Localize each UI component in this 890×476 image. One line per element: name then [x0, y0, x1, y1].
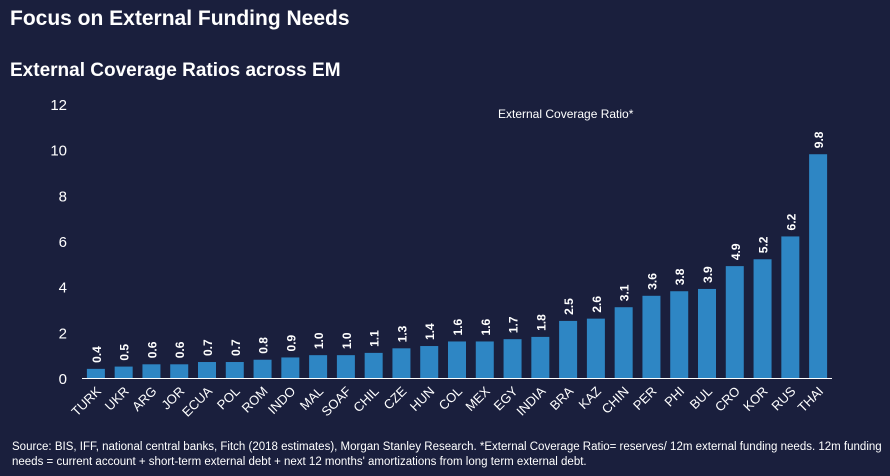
- page-title: Focus on External Funding Needs: [10, 7, 350, 30]
- x-axis-labels: TURKUKRARGJORECUAPOLROMINDOMALSOAFCHILCZ…: [68, 383, 826, 419]
- value-label: 1.3: [395, 325, 409, 342]
- bars: [86, 154, 828, 378]
- bar-thai: [809, 154, 828, 378]
- x-tick-label: CRO: [712, 384, 743, 415]
- bar-bra: [559, 320, 578, 378]
- bar-jor: [170, 364, 189, 378]
- legend-label: External Coverage Ratio*: [498, 107, 634, 121]
- x-tick-label: SOAF: [318, 383, 354, 419]
- value-label: 1.0: [312, 332, 326, 349]
- bar-kor: [753, 259, 772, 378]
- x-tick-label: COL: [436, 384, 466, 414]
- bar-ecua: [198, 362, 216, 378]
- y-tick-label: 6: [59, 234, 67, 251]
- value-label: 1.7: [507, 316, 521, 333]
- bar-egy: [503, 339, 522, 378]
- x-tick-label: POL: [214, 384, 243, 413]
- bar-pol: [225, 362, 244, 378]
- x-tick-label: PHI: [661, 384, 687, 410]
- bar-cro: [725, 266, 744, 378]
- value-label: 3.1: [618, 284, 632, 301]
- value-label: 0.7: [201, 339, 215, 356]
- bar-chin: [614, 307, 633, 378]
- value-label: 1.1: [368, 330, 382, 347]
- bar-hun: [420, 346, 439, 378]
- y-tick-label: 0: [59, 371, 67, 388]
- value-label: 0.5: [118, 344, 132, 361]
- bar-arg: [142, 364, 161, 378]
- x-tick-label: ARG: [129, 384, 160, 415]
- value-label: 6.2: [784, 213, 798, 230]
- source-note: Source: BIS, IFF, national central banks…: [12, 441, 882, 468]
- bar-turk: [86, 368, 105, 378]
- value-label: 4.9: [729, 243, 743, 260]
- bar-cze: [392, 348, 411, 378]
- bar-col: [448, 341, 466, 378]
- x-tick-label: ECUA: [179, 383, 215, 419]
- bar-india: [531, 336, 550, 378]
- value-label: 1.0: [340, 332, 354, 349]
- bar-per: [642, 295, 661, 378]
- value-label: 3.6: [645, 273, 659, 290]
- x-tick-label: CHIL: [350, 384, 382, 416]
- bar-mex: [475, 341, 494, 378]
- value-label: 1.6: [479, 318, 493, 335]
- x-tick-label: UKR: [102, 384, 132, 414]
- x-tick-label: ROM: [239, 384, 271, 416]
- bar-mal: [309, 355, 328, 378]
- x-tick-label: INDIA: [513, 383, 548, 418]
- value-label: 9.8: [812, 131, 826, 148]
- x-tick-label: MEX: [462, 383, 493, 414]
- value-label: 0.6: [145, 341, 159, 358]
- bar-kaz: [586, 318, 605, 378]
- value-label: 2.6: [590, 296, 604, 313]
- x-tick-label: BRA: [547, 383, 577, 413]
- y-tick-label: 10: [50, 143, 67, 160]
- x-tick-label: KOR: [740, 384, 771, 415]
- x-tick-label: CHIN: [599, 384, 632, 417]
- bar-phi: [670, 291, 689, 378]
- value-label: 2.5: [562, 298, 576, 315]
- value-label: 0.4: [90, 346, 104, 363]
- y-axis-ticks: 0 2 4 6 8 10 12: [50, 97, 67, 388]
- bar-soaf: [336, 355, 355, 378]
- value-label: 1.8: [534, 314, 548, 331]
- x-tick-label: BUL: [687, 384, 715, 412]
- x-tick-label: TURK: [68, 383, 104, 419]
- x-tick-label: PER: [630, 384, 660, 414]
- bar-rus: [781, 236, 800, 378]
- value-labels: 0.4 0.5 0.6 0.6 0.7 0.7 0.8 0.9 1.0 1.0 1.1 1.3 1.4 1…: [90, 131, 826, 363]
- value-label: 0.6: [173, 341, 187, 358]
- bar-indo: [281, 357, 300, 378]
- bar-rom: [253, 359, 272, 378]
- value-label: 0.8: [257, 337, 271, 354]
- value-label: 3.8: [673, 268, 687, 285]
- x-tick-label: THAI: [795, 384, 827, 416]
- value-label: 3.9: [701, 266, 715, 283]
- value-label: 1.6: [451, 318, 465, 335]
- x-tick-label: HUN: [407, 384, 438, 415]
- y-tick-label: 4: [59, 280, 67, 297]
- x-tick-label: RUS: [768, 383, 798, 413]
- value-label: 0.7: [229, 339, 243, 356]
- y-tick-label: 12: [50, 97, 67, 114]
- y-tick-label: 2: [59, 325, 67, 342]
- x-tick-label: CZE: [381, 383, 410, 412]
- chart-subtitle: External Coverage Ratios across EM: [10, 60, 341, 81]
- bar-chil: [364, 352, 383, 378]
- bar-ukr: [114, 366, 133, 378]
- value-label: 0.9: [284, 334, 298, 351]
- value-label: 1.4: [423, 323, 437, 340]
- value-label: 5.2: [757, 236, 771, 253]
- x-tick-label: INDO: [265, 384, 299, 418]
- bar-bul: [698, 288, 716, 378]
- y-tick-label: 8: [59, 188, 67, 205]
